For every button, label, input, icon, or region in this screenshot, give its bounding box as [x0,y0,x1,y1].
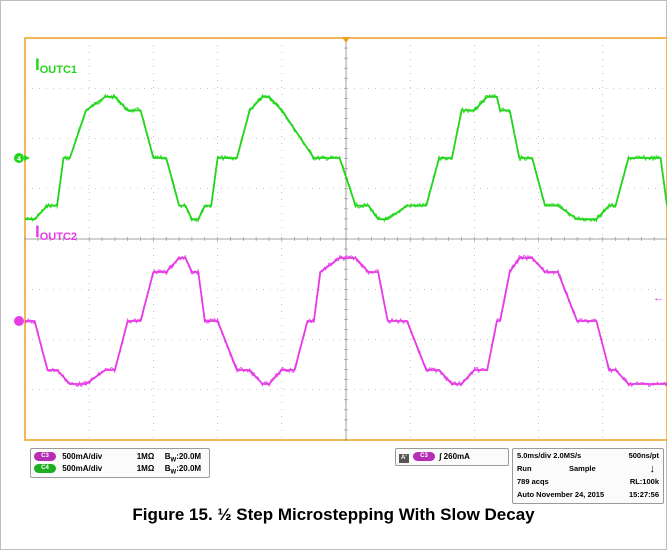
scope-svg: IOUTC1 IOUTC2 4 ← [14,37,667,441]
down-arrow-icon: ↓ [649,463,656,475]
sample-rate: 2.0MS/s [553,451,582,460]
trace-c4 [25,95,667,221]
trigger-position-marker [342,37,350,43]
acq-mode: Sample [569,464,596,473]
series-label-c4: IOUTC1 [35,55,77,76]
c4-ground-label: 4 [17,156,21,163]
trace-c3 [25,257,667,385]
c3-bw-value: :20.0M [176,452,202,461]
acq-time: 15:27:56 [628,490,659,499]
resolution: 500ns/pt [628,451,659,460]
c3-bw-sub: W [170,457,177,464]
figure-caption: Figure 15. ½ Step Microstepping With Slo… [132,505,535,524]
c3-ground-marker [14,316,24,326]
acq-row-count: 789 acqs RL:100k [517,476,659,488]
c4-scale: 500mA/div [62,464,103,473]
c3-tag: C3 [34,452,56,462]
c4-tag: C4 [34,464,56,474]
trigger-mode-auto: Auto [517,490,535,499]
c3-setting-row: C3 500mA/div 1MΩ BW:20.0M [34,451,202,464]
trigger-mode: A' [399,454,409,463]
acq-row-date: Auto November 24, 2015 15:27:56 [517,489,659,501]
acquisition-panel: 5.0ms/div 2.0MS/s 500ns/pt Run Sample ↓ … [512,448,664,504]
c4-bw-sub: W [170,469,177,476]
acq-row-state: Run Sample ↓ [517,463,659,475]
acq-count: 789 acqs [517,477,549,486]
oscilloscope-display: IOUTC1 IOUTC2 4 ← [7,36,667,444]
record-length: RL:100k [629,477,659,486]
c3-impedance: 1MΩ [136,452,155,461]
trigger-slope-icon: ∫ [439,452,442,461]
series-label-c3: IOUTC2 [35,222,77,243]
c4-impedance: 1MΩ [136,464,155,473]
trigger-panel: A' C3 ∫ 260mA [395,448,509,466]
c4-bw-prefix: B [164,464,171,473]
c4-bw-value: :20.0M [176,464,202,473]
channel-settings-panel: C3 500mA/div 1MΩ BW:20.0M C4 500mA/div 1… [30,448,210,478]
acq-date: November 24, 2015 [536,490,605,499]
c4-ground-arrow [24,155,30,161]
trigger-level: 260mA [443,452,470,461]
timebase: 5.0ms/div [517,451,552,460]
c4-ground-marker [14,153,24,163]
c4-setting-row: C4 500mA/div 1MΩ BW:20.0M [34,463,202,476]
acq-row-timebase: 5.0ms/div 2.0MS/s 500ns/pt [517,450,659,462]
trigger-channel: C3 [413,452,435,462]
c3-bw-prefix: B [164,452,171,461]
trigger-level-arrow: ← [653,292,664,304]
run-state: Run [517,464,532,473]
c3-scale: 500mA/div [62,452,103,461]
